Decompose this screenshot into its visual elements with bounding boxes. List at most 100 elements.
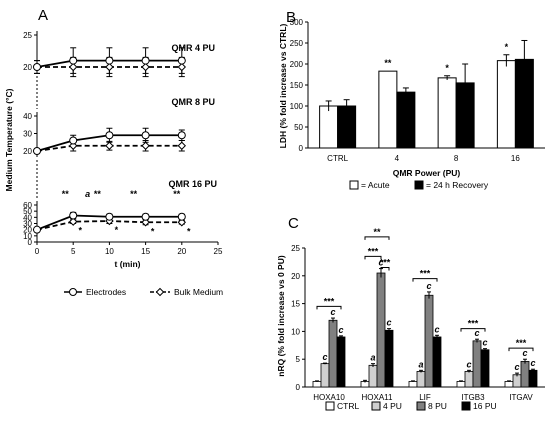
b-bar xyxy=(437,77,457,149)
c-y-tick-label: 20 xyxy=(291,272,300,281)
panel-letter-c: C xyxy=(288,215,299,232)
c-y-tick-label: 0 xyxy=(296,383,301,392)
a-y-tick-label: 60 xyxy=(23,201,32,210)
a-bulk-sig-mark: * xyxy=(78,226,82,236)
a-electrodes-sig-mark: ** xyxy=(173,189,181,199)
panel-c-chart: 0 5 10 15 20 25 nRQ (% fold increase vs 0 PU) H… xyxy=(276,227,545,411)
a-electrodes-point xyxy=(69,136,78,145)
c-legend-swatch xyxy=(461,401,471,411)
c-bracket-hoxa11-8pu-16pu-label: *** xyxy=(380,257,391,267)
a-electrodes-point xyxy=(33,147,41,155)
c-bar xyxy=(456,381,466,388)
a-electrodes-point xyxy=(105,131,114,140)
c-legend-swatch xyxy=(416,401,426,411)
a-segment-label: QMR 4 PU xyxy=(171,43,215,53)
a-electrodes-point xyxy=(177,212,186,221)
b-x-tick-label: 16 xyxy=(511,154,520,163)
a-y-tick-label: 20 xyxy=(23,226,32,235)
a-x-tick-label: 15 xyxy=(141,247,150,256)
b-legend-recovery-label: = 24 h Recovery xyxy=(426,180,489,190)
a-legend-bulk-marker xyxy=(155,287,165,297)
c-bar-letter: c xyxy=(322,352,327,362)
a-bulk-point xyxy=(177,62,187,72)
a-electrodes-point xyxy=(33,225,41,234)
a-y-tick-label: 20 xyxy=(23,63,32,72)
c-bracket-itgb3 xyxy=(460,328,486,332)
c-y-tick-label: 5 xyxy=(296,355,301,364)
panel-letter-b: B xyxy=(286,9,296,26)
c-bar-letter: c xyxy=(522,348,527,358)
a-bulk-point xyxy=(68,217,78,226)
c-bar-letter: c xyxy=(466,359,471,369)
a-electrodes-sig-mark: ** xyxy=(130,189,138,199)
b-y-tick-label: 100 xyxy=(290,102,304,111)
c-legend-label: 16 PU xyxy=(473,401,497,411)
b-y-axis-title: LDH (% fold increase vs CTRL) xyxy=(278,23,288,148)
c-bar-letter: c xyxy=(330,307,335,317)
a-y-tick-label: 20 xyxy=(23,147,32,156)
c-bar xyxy=(528,369,538,388)
c-bracket-hoxa10-label: *** xyxy=(324,296,335,306)
b-sig-mark: ** xyxy=(384,58,392,68)
c-bar xyxy=(376,272,386,388)
b-y-tick-label: 300 xyxy=(290,18,304,27)
b-bar xyxy=(378,70,398,149)
c-bar-letter: a xyxy=(418,359,423,369)
a-x-tick-label: 20 xyxy=(177,247,186,256)
a-electrodes-sig-mark: ** xyxy=(94,189,102,199)
c-bar-letter: c xyxy=(474,328,479,338)
c-bracket-hoxa11-ctrl-8pu-label: *** xyxy=(368,246,379,256)
c-bar-letter: c xyxy=(426,281,431,291)
a-electrodes-point xyxy=(177,131,186,140)
a-electrodes-point xyxy=(105,212,114,221)
a-bulk-point xyxy=(141,141,150,150)
a-bulk-sig-mark: * xyxy=(151,226,155,236)
c-bar-letter: c xyxy=(378,258,383,268)
c-bar xyxy=(520,361,530,388)
c-bracket-hoxa11-ctrl-16pu-label: ** xyxy=(373,227,381,237)
a-y-tick-label: 30 xyxy=(23,130,32,139)
b-y-tick-label: 50 xyxy=(294,123,303,132)
b-y-tick-label: 0 xyxy=(299,144,304,153)
a-bulk-point xyxy=(105,62,114,72)
b-bar xyxy=(319,105,339,149)
a-x-tick-label: 25 xyxy=(214,247,223,256)
c-bar xyxy=(416,371,426,388)
a-y-tick-label: 50 xyxy=(23,207,32,216)
c-bar-letter: c xyxy=(482,338,487,348)
c-bracket-lif xyxy=(412,278,438,282)
a-electrodes-point xyxy=(141,212,150,221)
c-bar xyxy=(512,374,522,388)
c-legend-label: 4 PU xyxy=(383,401,402,411)
c-bar-letter: c xyxy=(386,318,391,328)
b-x-tick-label: 8 xyxy=(454,154,459,163)
b-y-tick-label: 150 xyxy=(290,81,304,90)
c-bar xyxy=(464,371,474,388)
a-y-axis-title: Medium Temperature (°C) xyxy=(4,88,14,191)
a-legend-electrodes-marker xyxy=(69,288,77,296)
a-segment-label: QMR 16 PU xyxy=(168,179,217,189)
b-y-tick-label: 200 xyxy=(290,60,304,69)
a-x-tick-label: 0 xyxy=(35,247,40,256)
a-x-tick-label: 5 xyxy=(71,247,76,256)
a-bulk-point xyxy=(141,62,150,72)
a-y-tick-label: 0 xyxy=(28,238,33,247)
c-x-tick-label: HOXA11 xyxy=(362,393,394,402)
a-electrodes-point xyxy=(33,63,41,71)
c-bar xyxy=(368,364,378,388)
c-legend-swatch xyxy=(325,401,335,411)
b-x-axis-title: QMR Power (PU) xyxy=(393,168,461,178)
c-bracket-hoxa10 xyxy=(316,305,342,310)
panel-letter-a: A xyxy=(38,7,48,24)
a-electrodes-point xyxy=(69,56,78,65)
a-legend-electrodes-label: Electrodes xyxy=(86,287,126,297)
c-bar xyxy=(480,349,490,388)
c-y-tick-label: 25 xyxy=(291,244,300,253)
a-y-tick-label: 25 xyxy=(23,31,32,40)
b-legend-acute-label: = Acute xyxy=(361,180,390,190)
b-sig-mark: * xyxy=(445,63,449,73)
c-bar-letter: a xyxy=(370,353,375,363)
a-electrodes-point xyxy=(141,131,150,140)
